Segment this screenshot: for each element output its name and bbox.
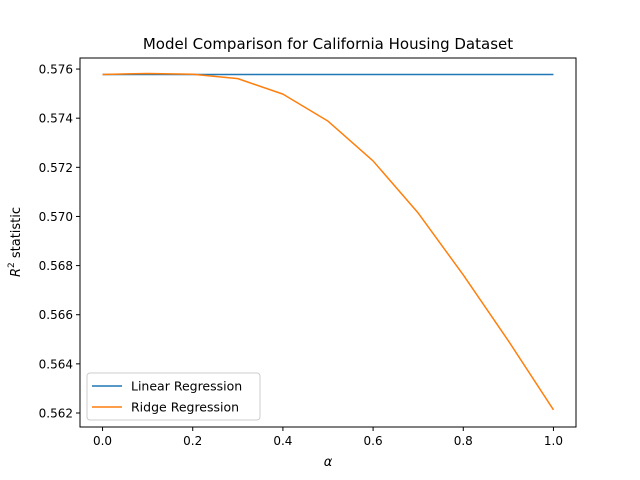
plot-area [79, 57, 577, 428]
y-tick-label: 0.576 [39, 63, 73, 77]
x-tick-label: 1.0 [544, 434, 563, 448]
x-axis-label: α [324, 455, 333, 470]
x-axis-ticks: 0.0 0.2 0.4 0.6 0.8 1.0 [93, 427, 563, 448]
x-tick-label: 0.4 [273, 434, 292, 448]
legend-label-linear-regression: Linear Regression [131, 379, 242, 394]
plot-frame [79, 57, 577, 428]
y-tick-label: 0.574 [39, 112, 73, 126]
y-axis-label: R2 statistic [7, 207, 24, 277]
y-axis-label-superscript: 2 [7, 262, 17, 268]
y-tick-label: 0.564 [39, 357, 73, 371]
series-line-ridge-regression [102, 72, 555, 411]
x-tick-label: 0.0 [93, 434, 112, 448]
x-tick-label: 0.6 [364, 434, 383, 448]
legend: Linear Regression Ridge Regression [86, 372, 261, 421]
y-axis-label-base: R [9, 268, 24, 277]
y-tick-label: 0.568 [39, 259, 73, 273]
chart-title: Model Comparison for California Housing … [143, 35, 513, 53]
y-tick-label: 0.572 [39, 161, 73, 175]
x-tick-label: 0.2 [183, 434, 202, 448]
y-tick-label: 0.566 [39, 308, 73, 322]
series-layer [102, 72, 555, 411]
y-axis-label-rest: statistic [9, 207, 24, 262]
legend-label-ridge-regression: Ridge Regression [131, 400, 239, 415]
x-tick-label: 0.8 [454, 434, 473, 448]
y-tick-label: 0.562 [39, 406, 73, 420]
legend-frame [86, 372, 261, 421]
y-axis-ticks: 0.562 0.564 0.566 0.568 0.570 0.572 0.574 0.576 [39, 63, 80, 420]
y-tick-label: 0.570 [39, 210, 73, 224]
